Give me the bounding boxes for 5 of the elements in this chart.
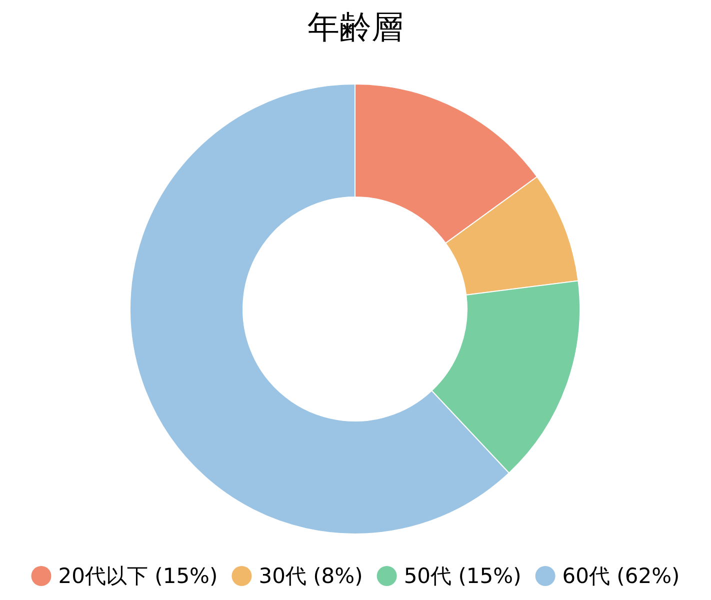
chart-title: 年齢層 bbox=[308, 8, 404, 46]
legend-label: 30代 (8%) bbox=[258, 564, 363, 588]
legend-label: 60代 (62%) bbox=[562, 564, 680, 588]
legend-label: 20代以下 (15%) bbox=[58, 564, 218, 588]
legend-label: 50代 (15%) bbox=[404, 564, 522, 588]
